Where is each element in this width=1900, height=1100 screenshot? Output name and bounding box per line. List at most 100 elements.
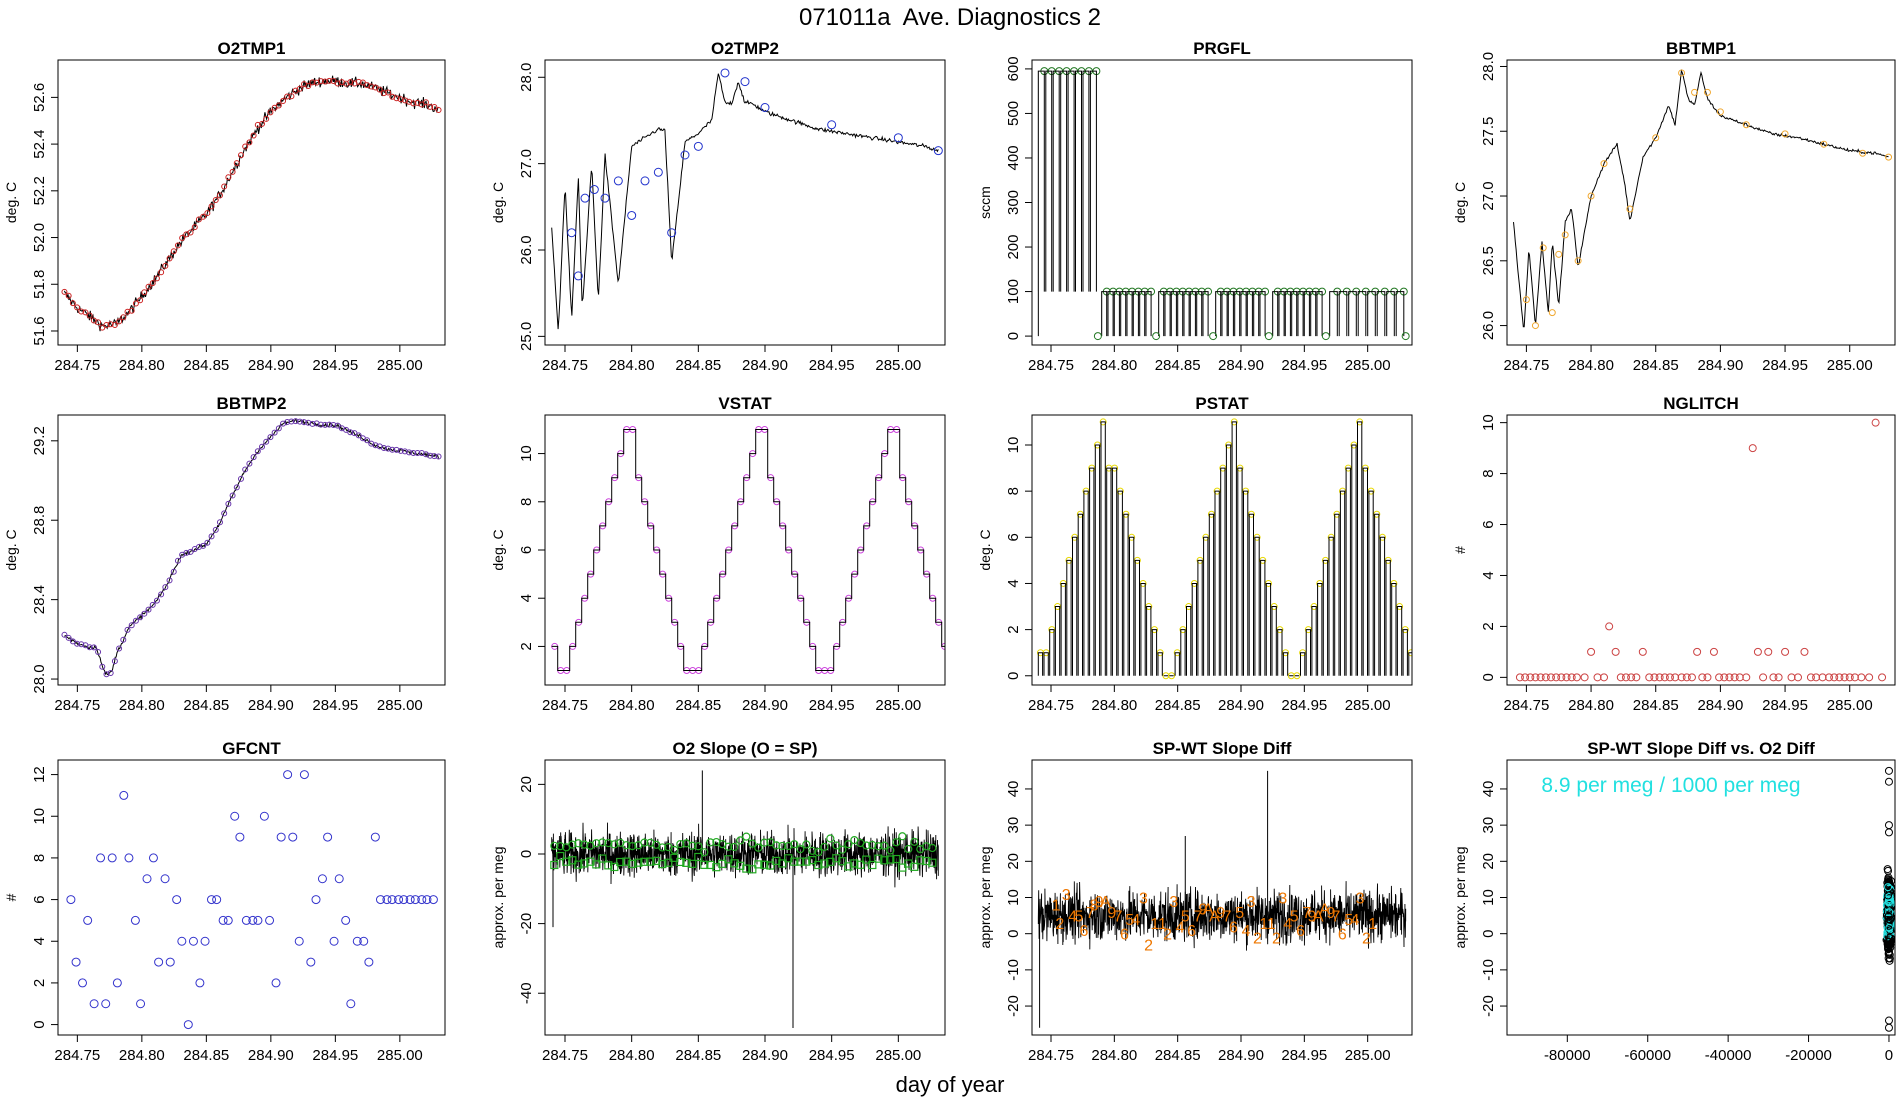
data-point: [1720, 673, 1729, 682]
data-point: [586, 857, 595, 866]
data-point: [1678, 69, 1686, 77]
data-point: [1687, 673, 1696, 682]
data-point: [364, 437, 371, 444]
data-point: [101, 999, 111, 1009]
x-tick-label: 284.90: [1697, 697, 1743, 714]
data-point: [706, 860, 715, 870]
data-point: [200, 213, 207, 220]
data-point: [1660, 673, 1669, 682]
data-point: [107, 321, 114, 328]
data-label: 2: [1272, 930, 1281, 947]
data-point: [96, 853, 106, 863]
data-point: [772, 841, 781, 850]
data-point: [1236, 464, 1244, 472]
data-point: [1593, 673, 1602, 682]
data-point: [933, 146, 943, 156]
data-point: [922, 856, 931, 866]
data-point: [427, 103, 434, 110]
data-point: [1304, 626, 1312, 634]
y-tick-label: 52.6: [31, 83, 48, 112]
data-point: [1632, 673, 1641, 682]
data-point: [346, 999, 356, 1009]
data-point: [142, 874, 152, 884]
x-tick-label: 284.85: [1633, 357, 1679, 374]
data-point: [1293, 672, 1301, 680]
x-tick-label: 284.85: [1155, 1047, 1201, 1064]
data-point: [1616, 673, 1625, 682]
data-point: [1709, 647, 1718, 656]
data-point: [431, 103, 438, 110]
data-point: [410, 449, 417, 456]
data-label: 5: [1344, 912, 1353, 929]
data-point: [1054, 603, 1062, 611]
data-point: [693, 141, 703, 151]
data-point: [742, 832, 751, 841]
data-point: [627, 210, 637, 220]
data-point: [832, 841, 841, 850]
data-point: [137, 614, 144, 621]
data-point: [230, 811, 240, 821]
x-tick-label: 284.80: [609, 1047, 655, 1064]
data-point: [1076, 510, 1084, 518]
data-point: [802, 840, 811, 849]
data-point: [225, 500, 232, 507]
x-tick-label: -40000: [1705, 1047, 1752, 1064]
data-point: [1812, 673, 1821, 682]
data-point: [1703, 673, 1712, 682]
data-point: [916, 856, 925, 865]
data-point: [1082, 487, 1090, 495]
data-point: [233, 484, 240, 491]
data-point: [1088, 464, 1096, 472]
data-point: [301, 419, 308, 426]
figure-title: 071011a Ave. Diagnostics 2: [0, 4, 1900, 32]
data-label: 6: [1079, 923, 1088, 940]
y-tick-label: 8: [31, 854, 48, 862]
data-point: [670, 853, 679, 862]
y-tick-label: -10: [1005, 959, 1022, 981]
data-point: [187, 229, 194, 236]
x-tick-label: 284.75: [1028, 357, 1074, 374]
panel-sp-wt-slope-diff-vs-o2-diff: SP-WT Slope Diff vs. O2 Diff approx. per …: [1452, 739, 1896, 1064]
data-label: 9: [1216, 905, 1225, 922]
data-point: [89, 999, 99, 1009]
data-point: [1850, 673, 1859, 682]
data-point: [1650, 673, 1659, 682]
data-label: A: [1313, 909, 1324, 926]
plot-area: [1515, 418, 1887, 682]
data-label: 7: [1114, 909, 1123, 926]
data-point: [111, 658, 118, 665]
data-point: [195, 216, 202, 223]
data-point: [1557, 673, 1566, 682]
data-point: [95, 319, 102, 326]
data-point: [259, 120, 266, 127]
data-point: [405, 895, 415, 905]
data-point: [1179, 626, 1187, 634]
panel-o2-slope-o-sp-: O2 Slope (O = SP) approx. per meg 284.75 28…: [490, 739, 946, 1064]
series-line: [551, 73, 939, 330]
data-point: [1321, 556, 1329, 564]
data-point: [174, 242, 181, 249]
data-label: 5: [1125, 912, 1134, 929]
data-point: [86, 312, 93, 319]
data-point: [892, 854, 901, 864]
y-tick-label: 0: [1005, 930, 1022, 938]
data-point: [682, 858, 691, 867]
y-tick-label: 26.0: [1480, 311, 1497, 340]
y-tick-label: 20: [1480, 853, 1497, 870]
data-point: [1059, 579, 1067, 587]
x-tick-label: 284.75: [1028, 1047, 1074, 1064]
data-point: [1099, 418, 1107, 426]
data-point: [1806, 673, 1815, 682]
data-point: [868, 860, 877, 870]
data-point: [592, 839, 601, 848]
data-point: [1367, 487, 1375, 495]
data-point: [107, 853, 117, 863]
data-point: [754, 860, 763, 869]
data-point: [748, 865, 757, 874]
data-point: [622, 841, 631, 850]
data-point: [1536, 673, 1545, 682]
data-point: [221, 183, 228, 190]
data-point: [567, 228, 577, 238]
data-label: 1: [1259, 916, 1268, 933]
data-point: [322, 421, 329, 428]
